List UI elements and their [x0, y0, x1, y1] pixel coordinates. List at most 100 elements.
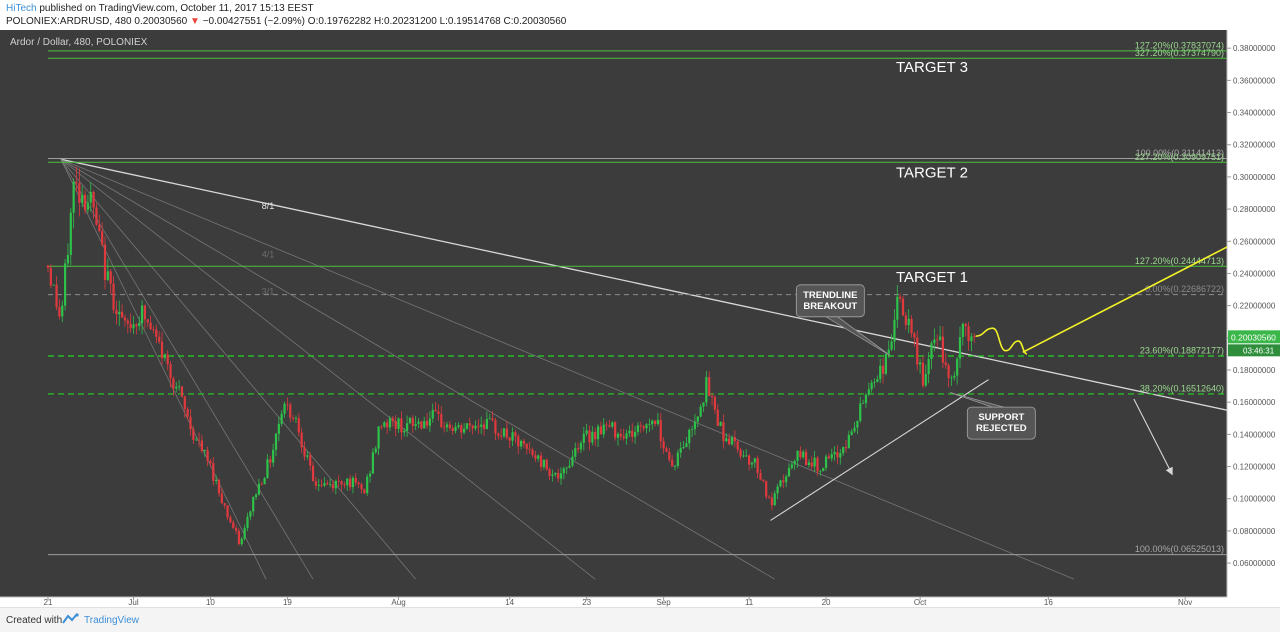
candle-body — [209, 460, 212, 464]
candle-body — [138, 323, 141, 327]
candle-body — [770, 497, 773, 506]
candle-body — [665, 448, 668, 452]
candle-body — [69, 212, 72, 255]
candle-body — [494, 420, 497, 434]
candle-body — [178, 386, 181, 388]
candle-body — [542, 459, 545, 468]
candle-body — [123, 317, 127, 321]
candle-body — [796, 450, 799, 461]
candle-body — [636, 425, 640, 433]
candle-body — [767, 496, 771, 498]
gann-fan-line — [60, 158, 416, 580]
down-arrow-icon: ▼ — [190, 16, 200, 27]
price-chart[interactable]: Ardor / Dollar, 480, POLONIEX8/14/13/112… — [0, 30, 1280, 607]
candle-body — [881, 365, 885, 374]
candle-body — [46, 265, 50, 268]
candle-body — [719, 422, 722, 426]
candle-body — [531, 449, 534, 456]
author-link[interactable]: HiTech — [6, 3, 37, 14]
candle-body — [733, 437, 736, 442]
candle-body — [132, 324, 135, 329]
candle-body — [457, 425, 460, 427]
candle-body — [534, 455, 537, 459]
candle-body — [708, 377, 711, 396]
x-axis: 21Jul1019Aug1423Sep1120Oct16Nov1322Dec11… — [44, 597, 1192, 607]
candle-body — [294, 418, 298, 419]
candle-body — [899, 296, 902, 299]
candle-body — [317, 484, 320, 486]
footer: Created with TradingView — [0, 607, 1280, 632]
projected-wave — [975, 327, 1028, 355]
candle-body — [785, 476, 788, 483]
chart-title: Ardor / Dollar, 480, POLONIEX — [10, 37, 148, 48]
candle-body — [574, 448, 577, 457]
candle-body — [699, 406, 702, 417]
candle-body — [306, 455, 309, 457]
symbol-info: POLONIEX:ARDRUSD, 480 0.20030560 ▼ −0.00… — [6, 16, 566, 27]
candle-body — [793, 460, 796, 465]
candle-body — [485, 418, 488, 429]
symbol: POLONIEX:ARDRUSD, 480 — [6, 16, 132, 27]
candle-body — [508, 437, 511, 441]
candle-body — [753, 458, 756, 463]
candle-body — [172, 378, 175, 389]
candle-body — [514, 432, 517, 437]
tradingview-brand[interactable]: TradingView — [84, 615, 140, 626]
candles — [46, 166, 976, 546]
candle-body — [947, 365, 950, 378]
price-scale-background — [1227, 30, 1280, 597]
candle-body — [92, 191, 95, 208]
candle-body — [212, 463, 215, 481]
candle-body — [836, 452, 839, 458]
callout-box — [795, 284, 865, 318]
candle-body — [628, 430, 631, 434]
ohlc-values: O:0.19762282 H:0.20231200 L:0.19514768 C… — [307, 16, 567, 27]
candle-body — [642, 426, 645, 429]
candle-body — [72, 181, 75, 213]
candle-body — [824, 456, 828, 468]
y-tick-label: 0.24000000 — [1233, 269, 1276, 278]
gann-fan-line — [60, 159, 267, 580]
candle-body — [537, 455, 540, 459]
y-tick-label: 0.08000000 — [1233, 527, 1276, 536]
candle-body — [78, 183, 81, 204]
candle-body — [277, 423, 280, 434]
candle-body — [916, 337, 919, 365]
candle-body — [867, 389, 870, 395]
gann-fan-line — [60, 158, 1075, 580]
candle-body — [83, 194, 87, 210]
candle-body — [394, 421, 397, 429]
candle-body — [956, 358, 959, 376]
candle-body — [445, 424, 449, 428]
candle-body — [539, 455, 543, 468]
candle-body — [115, 309, 118, 315]
candle-body — [149, 322, 152, 330]
candle-body — [725, 438, 728, 442]
level-label: 38.20%(0.16512640) — [1140, 383, 1224, 393]
candle-body — [614, 422, 617, 438]
fib-levels: 127.20%(0.37837074)327.20%(0.37374790) 10… — [48, 40, 1227, 556]
candle-body — [269, 459, 272, 463]
level-label: 100.00%(0.31141413) — [1136, 148, 1224, 158]
candle-body — [334, 480, 337, 489]
candle-body — [787, 467, 791, 477]
candle-body — [482, 424, 486, 429]
tradingview-logo-icon — [62, 613, 79, 624]
y-tick-label: 0.22000000 — [1233, 302, 1276, 311]
candle-body — [850, 431, 853, 435]
candle-body — [913, 333, 916, 338]
y-tick-label: 0.06000000 — [1233, 559, 1276, 568]
candle-body — [252, 497, 255, 512]
candle-body — [186, 409, 189, 417]
candle-body — [408, 417, 412, 424]
candle-body — [135, 324, 138, 327]
candle-body — [491, 418, 494, 421]
candle-body — [440, 413, 443, 428]
candle-body — [437, 411, 440, 414]
x-tick-label: Oct — [914, 598, 927, 607]
candle-body — [505, 428, 508, 438]
publish-info: HiTech published on TradingView.com, Oct… — [6, 3, 314, 14]
candle-body — [762, 479, 765, 482]
candle-body — [904, 315, 907, 326]
candle-body — [685, 443, 688, 448]
